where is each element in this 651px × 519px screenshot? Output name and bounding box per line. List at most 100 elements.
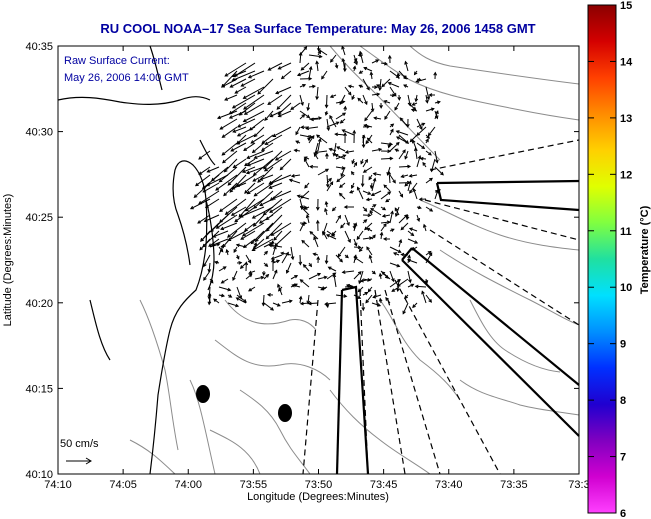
current-vector-head: [366, 227, 371, 232]
current-vector: [304, 182, 310, 189]
current-vector: [388, 82, 400, 88]
current-vector-head: [258, 220, 263, 224]
current-vector: [221, 142, 238, 156]
current-vector-head: [325, 168, 330, 173]
current-vector: [335, 154, 346, 160]
current-vector-head: [198, 200, 203, 205]
current-vector-head: [322, 230, 326, 235]
current-vector-head: [425, 138, 429, 143]
current-vector-head: [260, 275, 265, 280]
current-vector: [308, 135, 315, 144]
x-tick-label: 74:00: [174, 479, 202, 491]
current-vector-head: [233, 249, 237, 253]
current-vector: [370, 208, 382, 216]
current-vector-head: [344, 150, 349, 154]
current-vector-head: [245, 170, 250, 175]
current-vector-head: [347, 91, 352, 96]
current-vector-head: [383, 99, 388, 104]
current-vector-head: [343, 294, 348, 298]
current-vector: [261, 142, 274, 151]
current-vector: [251, 230, 265, 244]
current-vector: [316, 61, 319, 72]
current-vector: [381, 78, 391, 87]
current-vector-head: [264, 250, 269, 255]
current-vector-head: [435, 189, 439, 194]
current-vector: [315, 150, 328, 153]
current-vector-head: [211, 242, 216, 247]
radar-site-marker: [196, 385, 210, 403]
current-vector-head: [390, 210, 394, 215]
current-vector: [400, 222, 409, 230]
current-vector: [362, 78, 370, 90]
current-vector: [290, 275, 298, 280]
current-vector-head: [300, 125, 305, 130]
contour-line: [214, 339, 331, 381]
current-vector: [206, 174, 229, 187]
current-vector-head: [412, 304, 416, 309]
current-vector-head: [414, 98, 419, 103]
current-vector-head: [325, 152, 329, 157]
current-vector-head: [227, 237, 232, 242]
current-vector-head: [411, 139, 416, 144]
current-vector: [364, 110, 373, 121]
current-vector-head: [267, 67, 272, 71]
current-vector: [263, 198, 283, 216]
current-vector-head: [414, 240, 419, 244]
current-vector-head: [252, 172, 257, 176]
current-vector-head: [381, 271, 386, 276]
current-vector-head: [221, 84, 225, 88]
current-vector: [380, 142, 393, 145]
current-vector-head: [265, 227, 270, 232]
current-vector-head: [422, 223, 427, 228]
colorbar-tick-label: 12: [620, 169, 632, 181]
current-vector-head: [406, 258, 411, 263]
current-vector-head: [372, 172, 377, 176]
current-vector-head: [404, 155, 408, 160]
current-vector: [388, 171, 391, 184]
current-vector: [208, 262, 211, 272]
current-vector: [407, 238, 418, 244]
current-vector-head: [394, 106, 398, 111]
current-vector-head: [232, 164, 237, 169]
current-vector: [398, 149, 406, 160]
current-vector: [275, 86, 292, 94]
current-vector: [273, 230, 283, 241]
current-vector-head: [429, 208, 434, 212]
current-vector-head: [343, 105, 348, 110]
current-vector: [299, 94, 304, 106]
current-vector-head: [303, 156, 308, 160]
current-vector: [335, 112, 346, 120]
current-vector: [380, 223, 387, 232]
current-vector-head: [373, 116, 378, 121]
current-vector: [357, 98, 364, 104]
current-vector: [255, 222, 274, 242]
current-vector-head: [331, 207, 336, 212]
current-vector-head: [197, 220, 202, 224]
current-vector: [407, 94, 411, 106]
current-vector-head: [246, 190, 251, 195]
current-vector-head: [329, 114, 333, 119]
current-vector-head: [222, 243, 226, 248]
current-vector: [244, 222, 256, 232]
current-vector-head: [199, 246, 204, 251]
current-vector: [389, 86, 397, 97]
current-vector-head: [332, 273, 337, 278]
current-vector: [434, 150, 438, 163]
current-vector-head: [223, 168, 228, 173]
y-tick-label: 40:35: [25, 41, 53, 53]
current-vector-head: [253, 205, 258, 209]
x-tick-label: 73:3: [568, 479, 589, 491]
current-vector-head: [407, 164, 412, 169]
current-vector-head: [247, 74, 252, 79]
current-vector: [407, 181, 412, 192]
current-vector: [203, 254, 211, 267]
current-vector-head: [350, 170, 355, 175]
current-vector: [340, 166, 346, 177]
current-vector: [364, 222, 373, 230]
current-vector-head: [269, 113, 274, 118]
current-vector-head: [311, 84, 316, 89]
colorbar-tick-label: 15: [620, 0, 632, 12]
current-vector-head: [236, 183, 240, 188]
current-vector: [275, 150, 292, 161]
current-vector: [339, 193, 346, 200]
